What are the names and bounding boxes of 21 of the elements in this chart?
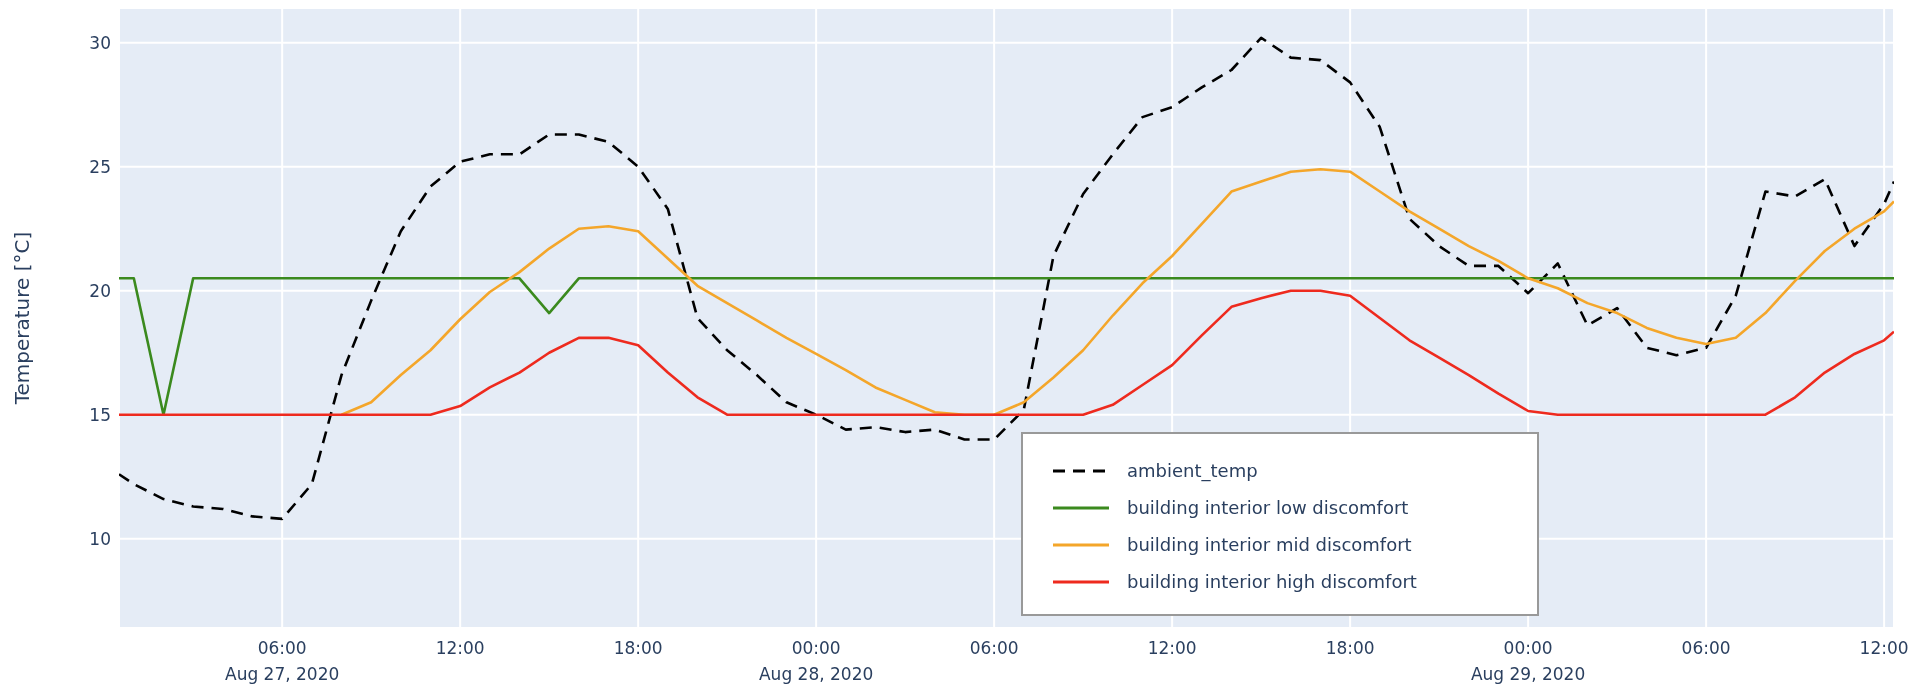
line-series bbox=[119, 36, 1894, 521]
y-axis-title: Temperature [°C] bbox=[10, 231, 35, 406]
x-tick-label: 00:00 Aug 28, 2020 bbox=[758, 638, 874, 684]
x-tick-label: 06:00 Aug 27, 2020 bbox=[225, 638, 340, 684]
x-tick-label: 18:00 bbox=[1325, 638, 1375, 658]
legend-label: building interior low discomfort bbox=[1127, 497, 1409, 518]
x-tick-label: 06:00 bbox=[969, 638, 1019, 658]
x-tick-label: 12:00 bbox=[435, 638, 485, 658]
x-tick-label: 12:00 bbox=[1147, 638, 1197, 658]
y-tick-label: 15 bbox=[89, 404, 111, 425]
y-tick-label: 30 bbox=[89, 32, 111, 53]
legend-label: ambient_temp bbox=[1127, 460, 1258, 481]
legend-label: building interior mid discomfort bbox=[1127, 534, 1412, 555]
y-tick-label: 20 bbox=[89, 280, 111, 301]
x-tick-label: 18:00 bbox=[613, 638, 663, 658]
y-tick-label: 10 bbox=[89, 528, 111, 549]
y-tick-label: 25 bbox=[89, 156, 111, 177]
legend-label: building interior high discomfort bbox=[1127, 571, 1417, 592]
x-tick-label: 06:00 bbox=[1681, 638, 1731, 658]
x-tick-label: 00:00 Aug 29, 2020 bbox=[1470, 638, 1586, 684]
x-tick-label: 12:00 bbox=[1859, 638, 1909, 658]
